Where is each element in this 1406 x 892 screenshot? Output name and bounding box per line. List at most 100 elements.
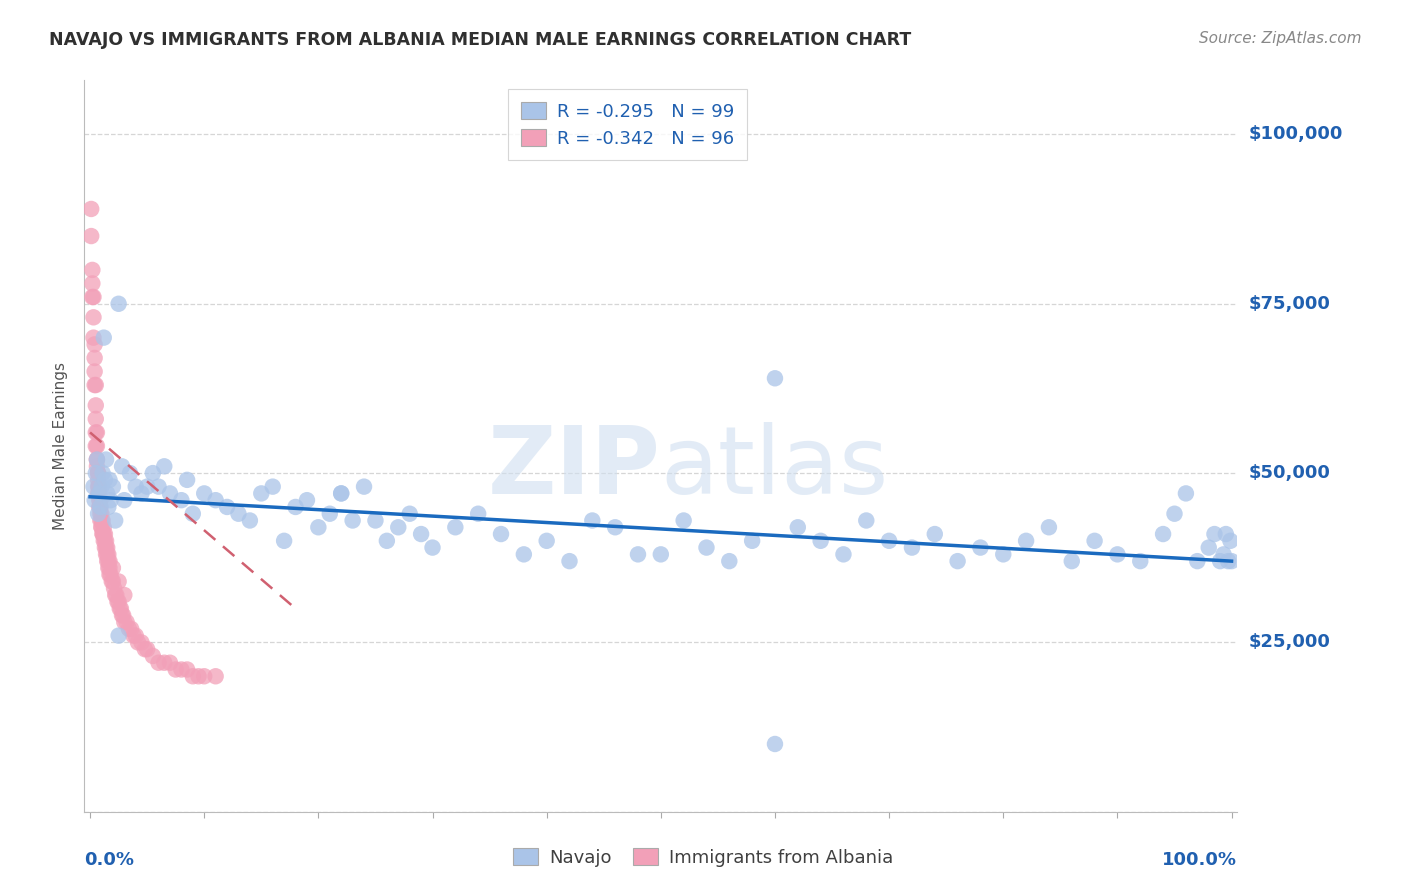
Point	[101, 480, 124, 494]
Point	[877, 533, 900, 548]
Point	[307, 520, 329, 534]
Point	[107, 629, 129, 643]
Point	[153, 656, 176, 670]
Point	[86, 452, 108, 467]
Y-axis label: Median Male Earnings: Median Male Earnings	[53, 362, 69, 530]
Point	[101, 561, 124, 575]
Point	[87, 473, 110, 487]
Point	[672, 514, 695, 528]
Point	[87, 486, 110, 500]
Point	[387, 520, 409, 534]
Point	[80, 202, 103, 216]
Point	[1129, 554, 1152, 568]
Point	[104, 514, 127, 528]
Point	[89, 480, 111, 494]
Point	[112, 608, 135, 623]
Point	[83, 493, 105, 508]
Point	[89, 486, 111, 500]
Point	[83, 364, 105, 378]
Point	[165, 663, 187, 677]
Point	[93, 527, 115, 541]
Point	[82, 277, 104, 291]
Point	[98, 561, 121, 575]
Point	[969, 541, 991, 555]
Point	[93, 520, 115, 534]
Point	[513, 547, 536, 561]
Point	[718, 554, 741, 568]
Point	[90, 480, 112, 494]
Point	[96, 486, 118, 500]
Point	[148, 656, 170, 670]
Point	[581, 514, 603, 528]
Point	[342, 514, 364, 528]
Point	[89, 486, 111, 500]
Point	[901, 541, 924, 555]
Point	[112, 615, 135, 629]
Point	[105, 588, 128, 602]
Point	[86, 459, 108, 474]
Point	[134, 642, 156, 657]
Point	[262, 480, 284, 494]
Point	[1015, 533, 1038, 548]
Point	[295, 493, 318, 508]
Point	[650, 547, 672, 561]
Point	[364, 514, 387, 528]
Point	[1212, 547, 1234, 561]
Point	[103, 581, 125, 595]
Point	[108, 601, 131, 615]
Legend: Navajo, Immigrants from Albania: Navajo, Immigrants from Albania	[506, 841, 900, 874]
Point	[80, 229, 103, 244]
Point	[97, 547, 120, 561]
Point	[1220, 554, 1243, 568]
Point	[111, 608, 134, 623]
Point	[536, 533, 558, 548]
Point	[94, 473, 117, 487]
Point	[86, 425, 108, 440]
Point	[181, 669, 204, 683]
Point	[118, 622, 141, 636]
Point	[319, 507, 342, 521]
Point	[1038, 520, 1060, 534]
Point	[111, 459, 134, 474]
Point	[90, 520, 112, 534]
Point	[1163, 507, 1185, 521]
Point	[82, 290, 104, 304]
Point	[605, 520, 627, 534]
Point	[89, 500, 111, 514]
Point	[100, 493, 122, 508]
Point	[330, 486, 353, 500]
Point	[489, 527, 512, 541]
Point	[353, 480, 375, 494]
Point	[170, 663, 193, 677]
Point	[187, 669, 209, 683]
Point	[98, 567, 121, 582]
Point	[89, 514, 111, 528]
Point	[87, 466, 110, 480]
Point	[398, 507, 420, 521]
Point	[330, 486, 353, 500]
Point	[83, 378, 105, 392]
Point	[115, 615, 138, 629]
Point	[82, 310, 104, 325]
Point	[98, 473, 121, 487]
Point	[107, 574, 129, 589]
Point	[89, 507, 111, 521]
Point	[159, 486, 181, 500]
Point	[98, 554, 121, 568]
Point	[193, 669, 215, 683]
Point	[142, 466, 165, 480]
Point	[110, 601, 132, 615]
Point	[84, 398, 107, 412]
Point	[96, 554, 118, 568]
Point	[90, 507, 112, 521]
Point	[946, 554, 969, 568]
Point	[120, 622, 142, 636]
Point	[273, 533, 295, 548]
Point	[97, 561, 120, 575]
Point	[89, 493, 111, 508]
Point	[444, 520, 467, 534]
Point	[215, 500, 238, 514]
Point	[83, 351, 105, 365]
Point	[87, 507, 110, 521]
Point	[118, 466, 141, 480]
